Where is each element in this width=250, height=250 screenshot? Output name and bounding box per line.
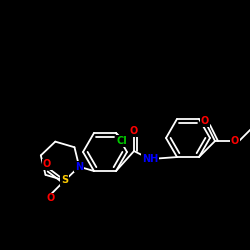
Text: O: O — [201, 116, 209, 126]
Text: N: N — [75, 162, 83, 172]
Text: O: O — [42, 160, 51, 170]
Text: O: O — [231, 136, 239, 146]
Text: O: O — [130, 126, 138, 136]
Text: O: O — [46, 194, 55, 203]
Text: NH: NH — [142, 154, 158, 164]
Text: S: S — [61, 176, 68, 186]
Text: Cl: Cl — [116, 136, 128, 146]
